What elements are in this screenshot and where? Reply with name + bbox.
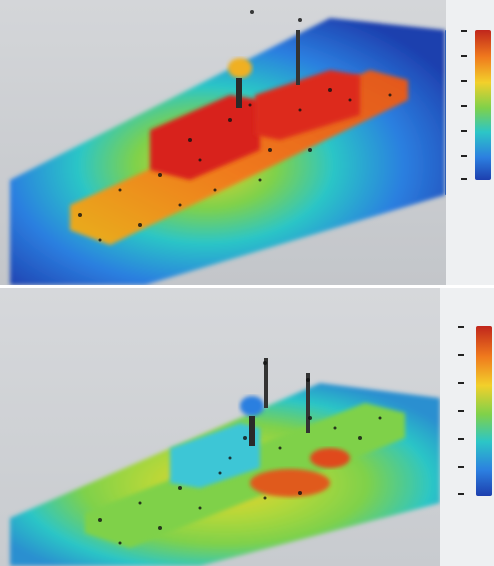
ship-mast <box>236 78 242 108</box>
ship-superstructure <box>170 423 260 488</box>
ship-mast <box>249 416 255 446</box>
point-noise <box>78 10 392 242</box>
ship-deckhouse <box>255 70 360 140</box>
ship-mast-aft <box>306 373 310 433</box>
ship-radome <box>240 396 264 416</box>
ship-hotspot-2 <box>310 448 350 468</box>
ship-superstructure <box>150 95 260 180</box>
point-cloud-view-bottom <box>0 288 494 566</box>
ship-hotspot <box>250 469 330 497</box>
colorbar-bottom <box>476 326 492 496</box>
point-cloud-panel-bottom <box>0 288 494 566</box>
colorbar-ticks-top <box>461 30 467 180</box>
ship-radome <box>228 58 252 78</box>
ship-mast-fore <box>264 358 268 408</box>
colorbar-ticks-bottom <box>458 326 464 495</box>
ship-hull <box>85 403 405 548</box>
panel-divider <box>0 285 494 288</box>
ship-mast-aft <box>296 30 300 85</box>
point-cloud-view-top <box>0 0 494 285</box>
colorbar-top <box>475 30 491 180</box>
point-cloud-panel-top <box>0 0 494 285</box>
point-noise <box>98 361 382 545</box>
